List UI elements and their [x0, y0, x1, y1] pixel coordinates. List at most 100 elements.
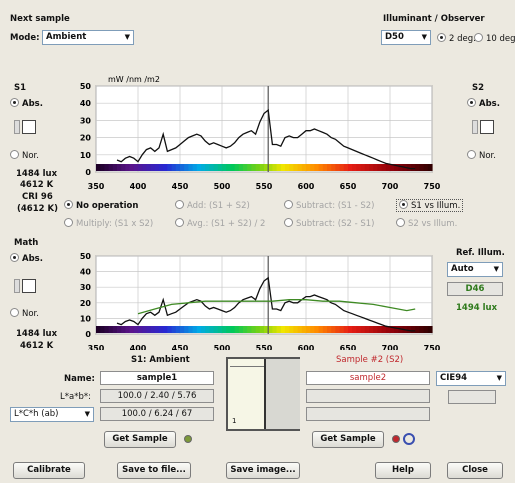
series-line-2: [137, 299, 416, 315]
spectrum-band-segment: [293, 164, 299, 171]
spectrum-band-segment: [163, 164, 168, 171]
s2-nor-radio[interactable]: Nor.: [467, 150, 496, 161]
s2-color-spinner[interactable]: [472, 120, 478, 134]
lch-select[interactable]: L*C*h (ab) ▼: [10, 407, 94, 422]
series-line-1: [116, 276, 416, 332]
spectrum-band-segment: [125, 326, 131, 333]
delta-e-select[interactable]: CIE94 ▼: [436, 371, 506, 386]
s1-visibility-checkbox[interactable]: [22, 120, 36, 137]
op-avg-radio[interactable]: Avg.: (S1 + S2) / 2: [175, 218, 265, 229]
s2-lch-value: [306, 407, 430, 421]
spectrum-band-segment: [369, 164, 374, 171]
y-tick-label: 10: [80, 314, 92, 323]
radio-selected-icon: [437, 33, 446, 42]
spectrum-band-segment: [209, 326, 215, 333]
math-visibility-checkbox[interactable]: [22, 279, 36, 296]
radio-icon: [10, 308, 19, 317]
spectrum-band-segment: [129, 326, 135, 333]
save-image-button[interactable]: Save image...: [226, 462, 300, 479]
x-tick-label: 500: [214, 344, 231, 350]
s1-get-sample-button[interactable]: Get Sample: [104, 431, 176, 448]
radio-selected-icon: [467, 98, 476, 107]
op-multiply-radio[interactable]: Multiply: (S1 x S2): [64, 218, 153, 229]
spectrum-band-segment: [373, 164, 378, 171]
s1-status-indicator-icon: [184, 435, 192, 443]
spectrum-band-segment: [180, 326, 185, 333]
spectrum-band-segment: [335, 326, 341, 333]
spectrum-band-segment: [96, 164, 101, 171]
spectrum-band-segment: [222, 326, 227, 333]
s1-nor-radio[interactable]: Nor.: [10, 150, 39, 161]
close-button[interactable]: Close: [447, 462, 503, 479]
spectrum-band-segment: [297, 326, 303, 333]
radio-selected-icon: [399, 200, 408, 209]
spectrum-band-segment: [264, 326, 269, 333]
x-tick-label: 550: [256, 182, 273, 191]
y-tick-label: 0: [85, 330, 91, 339]
math-abs-radio[interactable]: Abs.: [10, 253, 43, 264]
s1-lux-value: 1484 lux: [16, 169, 58, 179]
spectrum-band-segment: [201, 326, 206, 333]
s2-get-sample-button[interactable]: Get Sample: [312, 431, 384, 448]
spectrum-band-segment: [276, 164, 282, 171]
spectrum-band-segment: [268, 326, 273, 333]
y-tick-label: 40: [80, 268, 92, 277]
spectrum-band-segment: [142, 164, 147, 171]
chevron-down-icon: ▼: [496, 374, 502, 382]
spectrum-band-segment: [423, 164, 429, 171]
spectrum-band-segment: [373, 326, 378, 333]
s1-color-spinner[interactable]: [14, 120, 20, 134]
spectrum-band-segment: [280, 326, 286, 333]
s1-abs-radio[interactable]: Abs.: [10, 98, 43, 109]
s1-name-field[interactable]: sample1: [100, 371, 214, 385]
op-no-operation-radio[interactable]: No operation: [64, 200, 138, 211]
spectrum-band-segment: [327, 164, 332, 171]
s2-abs-radio[interactable]: Abs.: [467, 98, 500, 109]
spectrum-band-segment: [243, 164, 248, 171]
mode-select[interactable]: Ambient ▼: [42, 30, 134, 45]
radio-icon: [175, 200, 184, 209]
math-nor-radio[interactable]: Nor.: [10, 308, 39, 319]
spectrum-band-segment: [112, 326, 118, 333]
radio-icon: [64, 218, 73, 227]
spectrum-band-segment: [364, 326, 370, 333]
spectrum-band-segment: [251, 164, 257, 171]
ref-illum-select[interactable]: Auto ▼: [447, 262, 503, 277]
spectrum-band-segment: [310, 326, 315, 333]
spectrum-band-segment: [196, 164, 202, 171]
spectrum-band-segment: [331, 326, 336, 333]
spectrum-band-segment: [427, 326, 433, 333]
x-tick-label: 350: [88, 182, 105, 191]
radio-icon: [467, 150, 476, 159]
observer-10deg-radio[interactable]: 10 deg.: [474, 33, 515, 44]
spectrum-band-segment: [268, 164, 273, 171]
op-subtract2-radio[interactable]: Subtract: (S2 - S1): [284, 218, 375, 229]
spectrum-band-segment: [406, 326, 412, 333]
radio-icon: [10, 150, 19, 159]
calibrate-button[interactable]: Calibrate: [13, 462, 85, 479]
spectrum-band-segment: [226, 326, 231, 333]
op-add-radio[interactable]: Add: (S1 + S2): [175, 200, 250, 211]
spectrum-band-segment: [343, 164, 349, 171]
s2-name-field[interactable]: sample2: [306, 371, 430, 385]
spectrum-band-segment: [306, 164, 311, 171]
spectrum-band-segment: [377, 326, 383, 333]
mode-label: Mode:: [10, 33, 40, 43]
s2-target-icon[interactable]: [403, 433, 415, 445]
spectrum-band-segment: [423, 326, 429, 333]
spectrum-band-segment: [230, 326, 236, 333]
op-subtract1-radio[interactable]: Subtract: (S1 - S2): [284, 200, 375, 211]
spectrum-band-segment: [306, 326, 311, 333]
s2-visibility-checkbox[interactable]: [480, 120, 494, 137]
illuminant-select[interactable]: D50 ▼: [381, 30, 431, 45]
spectrum-band-segment: [322, 326, 328, 333]
math-color-spinner[interactable]: [14, 279, 20, 293]
observer-2deg-radio[interactable]: 2 deg.: [437, 33, 476, 44]
op-s1-vs-illum-radio[interactable]: S1 vs Illum.: [396, 199, 464, 212]
help-button[interactable]: Help: [375, 462, 431, 479]
save-to-file-button[interactable]: Save to file...: [117, 462, 191, 479]
op-s2-vs-illum-radio[interactable]: S2 vs Illum.: [396, 218, 457, 229]
s1-cct-value: 4612 K: [20, 180, 54, 190]
swatch-top-band: [230, 359, 264, 367]
x-tick-label: 650: [340, 182, 357, 191]
